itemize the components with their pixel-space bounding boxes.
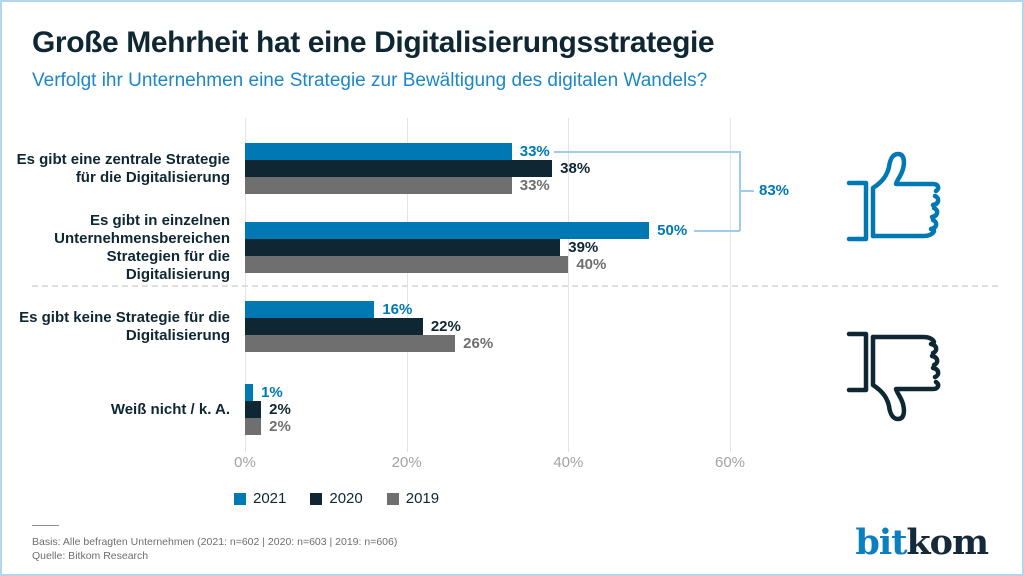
bar-value-label: 26% — [463, 335, 494, 352]
bitkom-logo: bitkom — [855, 522, 989, 563]
bracket-mid-tick — [740, 190, 754, 192]
chart-legend: 2021 2020 2019 — [234, 490, 439, 507]
bar-2021 — [245, 143, 512, 160]
legend-label: 2020 — [329, 490, 363, 507]
source-note: Quelle: Bitkom Research — [32, 550, 149, 562]
legend-label: 2019 — [405, 490, 440, 507]
x-axis-tick-label: 40% — [553, 454, 584, 471]
legend-item-2021: 2021 — [234, 490, 286, 507]
category-label: Es gibt in einzelnen Unternehmensbereich… — [54, 211, 230, 283]
x-axis-tick-label: 20% — [391, 454, 422, 471]
bar-2019 — [245, 177, 512, 194]
legend-swatch — [386, 492, 399, 505]
bar-2020 — [245, 239, 561, 256]
bracket-vertical-line — [739, 151, 741, 231]
bar-value-label: 2% — [269, 401, 291, 418]
x-axis-tick-label: 0% — [234, 454, 256, 471]
thumbs-up-icon — [846, 151, 941, 242]
bar-value-label: 50% — [657, 222, 688, 239]
legend-swatch — [310, 492, 323, 505]
bar-value-label: 16% — [382, 301, 413, 318]
page-title: Große Mehrheit hat eine Digitalisierungs… — [32, 26, 715, 59]
logo-text-kom: kom — [906, 522, 989, 563]
basis-note: Basis: Alle befragten Unternehmen (2021:… — [32, 536, 398, 548]
bar-2020 — [245, 318, 423, 335]
bar-2020 — [245, 401, 262, 418]
legend-swatch — [234, 492, 246, 505]
bar-value-label: 39% — [568, 239, 599, 256]
sum-annotation-label: 83% — [759, 182, 790, 199]
bar-2019 — [245, 256, 569, 273]
bracket-top-line — [554, 151, 740, 153]
bar-value-label: 33% — [519, 177, 550, 194]
chart-question: Verfolgt ihr Unternehmen eine Strategie … — [32, 70, 708, 91]
bar-value-label: 40% — [576, 256, 607, 273]
legend-item-2020: 2020 — [310, 490, 363, 507]
logo-text-bit: bit — [855, 522, 907, 563]
bar-2020 — [245, 160, 553, 177]
separator-line — [32, 285, 998, 287]
category-label: Es gibt eine zentrale Strategie für die … — [16, 150, 230, 186]
bar-value-label: 38% — [560, 160, 591, 177]
category-label: Es gibt keine Strategie für die Digitali… — [19, 308, 230, 344]
legend-label: 2021 — [253, 490, 287, 507]
bracket-bottom-line — [694, 230, 740, 232]
thumbs-down-icon — [846, 331, 941, 422]
bar-2019 — [245, 418, 262, 435]
bar-value-label: 2% — [269, 418, 291, 435]
bar-2021 — [245, 301, 375, 318]
legend-item-2019: 2019 — [386, 490, 440, 507]
bar-2019 — [245, 335, 456, 352]
footer-rule — [32, 525, 59, 526]
x-axis-tick-label: 60% — [714, 454, 746, 471]
category-label: Weiß nicht / k. A. — [110, 400, 230, 418]
bar-value-label: 33% — [519, 143, 550, 160]
bar-value-label: 1% — [261, 384, 283, 401]
bar-value-label: 22% — [430, 318, 461, 335]
bar-2021 — [245, 384, 254, 401]
bar-2021 — [245, 222, 650, 239]
